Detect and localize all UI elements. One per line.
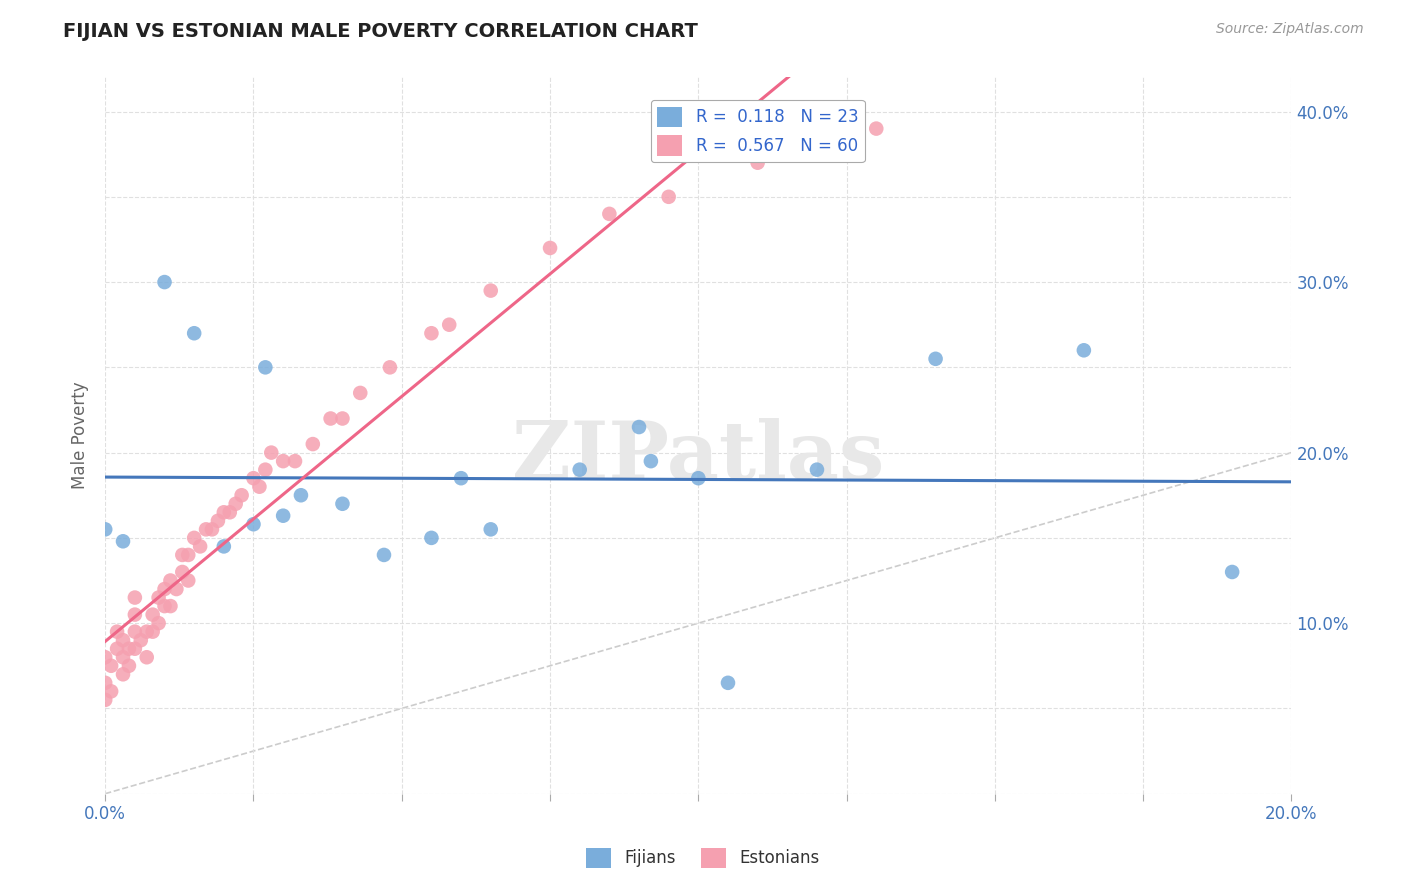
Point — [153, 599, 176, 613]
Point — [94, 650, 117, 665]
Point — [105, 624, 128, 639]
Point — [479, 522, 502, 536]
Point — [420, 326, 443, 341]
Point — [159, 574, 181, 588]
Point — [177, 574, 200, 588]
Point — [271, 508, 294, 523]
Point — [111, 667, 134, 681]
Point — [218, 505, 240, 519]
Point — [148, 591, 170, 605]
Point — [142, 624, 165, 639]
Point — [111, 534, 134, 549]
Point — [924, 351, 946, 366]
Point — [747, 155, 769, 169]
Point — [172, 548, 194, 562]
Point — [100, 658, 122, 673]
Point — [212, 505, 235, 519]
Point — [111, 633, 134, 648]
Point — [688, 471, 710, 485]
Point — [124, 641, 146, 656]
Point — [450, 471, 472, 485]
Point — [1073, 343, 1095, 358]
Point — [1220, 565, 1243, 579]
Point — [231, 488, 253, 502]
Point — [165, 582, 187, 596]
Text: ZIPatlas: ZIPatlas — [512, 418, 884, 496]
Point — [183, 531, 205, 545]
Point — [129, 633, 152, 648]
Point — [865, 121, 887, 136]
Point — [538, 241, 561, 255]
Point — [94, 693, 117, 707]
Point — [717, 676, 740, 690]
Point — [111, 650, 134, 665]
Point — [260, 445, 283, 459]
Point — [172, 565, 194, 579]
Point — [319, 411, 342, 425]
Point — [118, 641, 141, 656]
Point — [142, 607, 165, 622]
Point — [242, 517, 264, 532]
Point — [290, 488, 312, 502]
Point — [332, 411, 354, 425]
Point — [100, 684, 122, 698]
Point — [242, 471, 264, 485]
Point — [124, 607, 146, 622]
Point — [373, 548, 395, 562]
Point — [124, 591, 146, 605]
Point — [284, 454, 307, 468]
Point — [94, 676, 117, 690]
Text: Source: ZipAtlas.com: Source: ZipAtlas.com — [1216, 22, 1364, 37]
Point — [627, 420, 650, 434]
Point — [640, 454, 662, 468]
Point — [207, 514, 229, 528]
Point — [806, 463, 828, 477]
Point — [249, 480, 271, 494]
Point — [568, 463, 591, 477]
Point — [183, 326, 205, 341]
Point — [195, 522, 218, 536]
Point — [118, 658, 141, 673]
Point — [420, 531, 443, 545]
Point — [301, 437, 323, 451]
Point — [658, 190, 681, 204]
Point — [271, 454, 294, 468]
Point — [94, 522, 117, 536]
Point — [135, 624, 157, 639]
Point — [124, 624, 146, 639]
Point — [177, 548, 200, 562]
Point — [479, 284, 502, 298]
Legend: Fijians, Estonians: Fijians, Estonians — [579, 841, 827, 875]
Point — [201, 522, 224, 536]
Point — [378, 360, 401, 375]
Text: FIJIAN VS ESTONIAN MALE POVERTY CORRELATION CHART: FIJIAN VS ESTONIAN MALE POVERTY CORRELAT… — [63, 22, 699, 41]
Point — [148, 616, 170, 631]
Point — [598, 207, 620, 221]
Y-axis label: Male Poverty: Male Poverty — [72, 382, 89, 490]
Point — [349, 385, 371, 400]
Point — [332, 497, 354, 511]
Point — [153, 275, 176, 289]
Point — [212, 540, 235, 554]
Point — [439, 318, 461, 332]
Point — [225, 497, 247, 511]
Point — [159, 599, 181, 613]
Point — [105, 641, 128, 656]
Point — [188, 540, 211, 554]
Legend: R =  0.118   N = 23, R =  0.567   N = 60: R = 0.118 N = 23, R = 0.567 N = 60 — [651, 100, 865, 162]
Point — [254, 463, 277, 477]
Point — [135, 650, 157, 665]
Point — [254, 360, 277, 375]
Point — [153, 582, 176, 596]
